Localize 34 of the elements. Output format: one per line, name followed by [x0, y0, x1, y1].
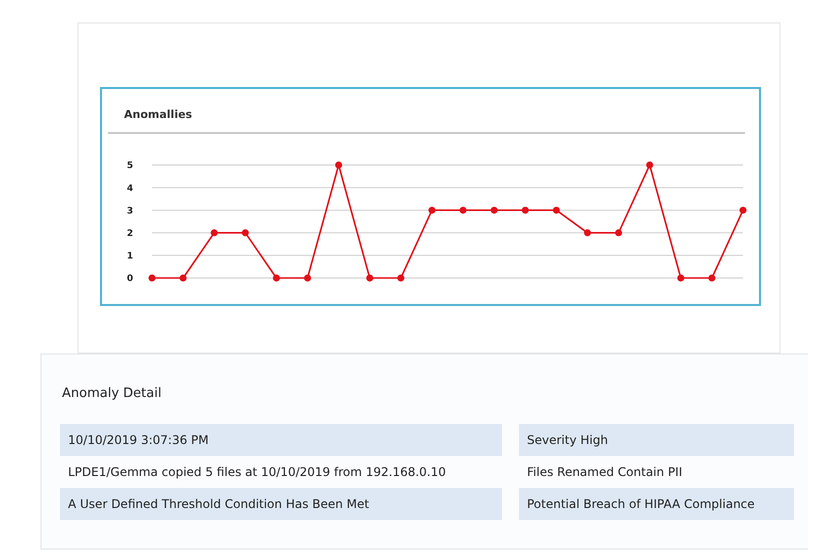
- point: [148, 274, 156, 282]
- point: [460, 206, 467, 214]
- point: [180, 274, 187, 282]
- y-tick-label: 2: [126, 228, 134, 239]
- point: [242, 229, 249, 236]
- point: [366, 274, 374, 282]
- text: A User Defined Threshold Condition Has Been Met: [68, 497, 370, 512]
- y-tick-label: 4: [126, 184, 134, 194]
- text: Files Renamed Contain PII: [527, 465, 682, 480]
- point: [677, 274, 684, 282]
- point: [428, 206, 436, 214]
- point: [490, 206, 498, 214]
- point: [522, 206, 529, 214]
- y-tick-label: 0: [126, 274, 134, 284]
- chart-title: Anomallies: [124, 108, 193, 121]
- text: 10/10/2019 3:07:36 PM: [68, 433, 209, 448]
- point: [272, 274, 280, 282]
- text: Potential Breach of HIPAA Compliance: [527, 497, 755, 512]
- y-tick-label: 1: [126, 252, 134, 262]
- point: [304, 274, 312, 282]
- point: [740, 206, 746, 214]
- y-tick-label: 3: [126, 206, 134, 216]
- point: [335, 162, 342, 168]
- point: [646, 162, 654, 168]
- text: LPDE1/Gemma copied 5 files at 10/10/2019 from 192.168.0.10: [68, 465, 446, 480]
- point: [615, 229, 622, 236]
- text: Severity High: [527, 433, 608, 448]
- point: [210, 229, 218, 236]
- point: [397, 274, 404, 282]
- point: [708, 274, 716, 282]
- y-tick-label: 5: [126, 161, 134, 172]
- point: [552, 206, 560, 214]
- point: [584, 229, 591, 236]
- text: Anomaly Detail: [62, 386, 162, 401]
